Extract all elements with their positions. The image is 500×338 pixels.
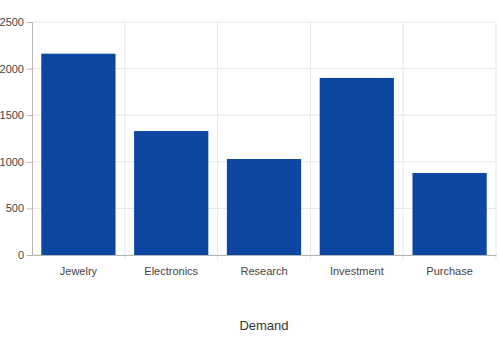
bar	[227, 159, 301, 255]
x-tick: Jewelry	[60, 255, 98, 277]
x-axis-line	[33, 255, 497, 256]
x-tick: Research	[240, 255, 287, 277]
y-tick-label: 1500	[0, 109, 24, 121]
bars	[41, 54, 486, 255]
grid-line-x	[124, 22, 125, 260]
grid	[32, 22, 496, 260]
y-axis: 0 500 1000 1500 2000 2500	[0, 16, 33, 261]
y-tick-mark	[27, 208, 32, 209]
bar	[412, 173, 486, 255]
y-tick-mark	[27, 22, 32, 23]
y-tick-label: 500	[6, 202, 24, 214]
grid-line-x	[496, 22, 497, 260]
y-tick-mark	[27, 162, 32, 163]
y-tick-label: 1000	[0, 156, 24, 168]
y-tick: 1000	[0, 156, 32, 168]
grid-line-y	[32, 22, 496, 23]
bar	[134, 131, 208, 255]
y-tick-mark	[27, 115, 32, 116]
bar	[41, 54, 115, 255]
grid-line-x	[310, 22, 311, 260]
y-tick: 0	[18, 249, 32, 261]
x-axis-title: Demand	[239, 318, 288, 333]
x-tick: Investment	[330, 255, 384, 277]
chart-svg: 0 500 1000 1500 2000 2500 Jewelry Electronics Re…	[0, 0, 500, 338]
x-tick-label: Jewelry	[60, 265, 98, 277]
grid-line-x	[217, 22, 218, 260]
chart-container: 0 500 1000 1500 2000 2500 Jewelry Electronics Re…	[0, 0, 500, 338]
x-tick-label: Purchase	[426, 265, 472, 277]
y-axis-line	[27, 23, 33, 256]
grid-line-x	[403, 22, 404, 260]
x-tick-label: Investment	[330, 265, 384, 277]
y-tick: 500	[6, 202, 32, 214]
y-tick: 2000	[0, 63, 32, 75]
y-tick: 2500	[0, 16, 32, 28]
y-tick-label: 2000	[0, 63, 24, 75]
plot: 0 500 1000 1500 2000 2500 Jewelry Electronics Re…	[0, 16, 497, 277]
x-tick: Electronics	[144, 255, 198, 277]
y-tick-mark	[27, 69, 32, 70]
x-tick-label: Research	[240, 265, 287, 277]
y-tick-mark	[27, 255, 32, 256]
x-axis: Jewelry Electronics Research Investment Purc…	[33, 255, 497, 277]
y-tick: 1500	[0, 109, 32, 121]
x-tick: Purchase	[426, 255, 472, 277]
x-tick-label: Electronics	[144, 265, 198, 277]
y-tick-label: 0	[18, 249, 24, 261]
y-tick-label: 2500	[0, 16, 24, 28]
bar	[320, 78, 394, 255]
